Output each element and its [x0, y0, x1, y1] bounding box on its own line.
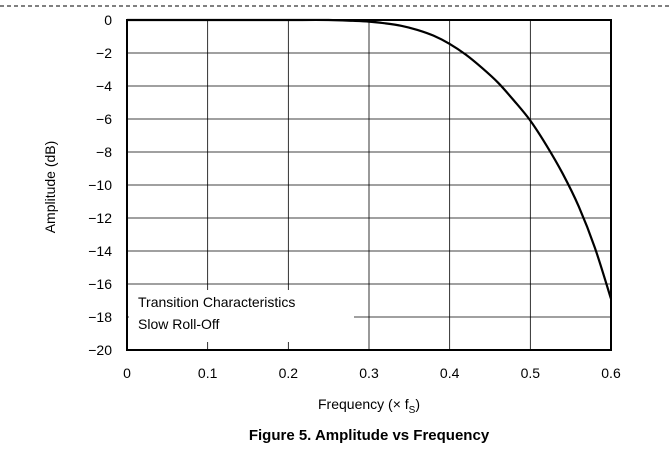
series-line-0 — [126, 18, 613, 300]
x-tick-label-6: 0.6 — [601, 365, 621, 381]
x-axis-label-main: Frequency (× f — [318, 396, 409, 412]
x-tick-label-0: 0 — [123, 365, 131, 381]
y-tick-labels: 0 −2 −4 −6 −8 −10 −12 −14 −16 −18 −20 — [88, 12, 112, 358]
y-tick-label-5: −10 — [88, 177, 112, 193]
x-axis-label-end: ) — [415, 396, 420, 412]
y-tick-label-4: −8 — [96, 144, 112, 160]
y-tick-label-0: 0 — [104, 12, 112, 28]
y-tick-label-8: −16 — [88, 276, 112, 292]
annotation-line-1: Transition Characteristics — [138, 294, 295, 310]
y-tick-label-10: −20 — [88, 342, 112, 358]
y-tick-label-9: −18 — [88, 309, 112, 325]
annotation-box: Transition Characteristics Slow Roll-Off — [129, 290, 354, 342]
x-tick-label-2: 0.2 — [279, 365, 299, 381]
x-tick-labels: 0 0.1 0.2 0.3 0.4 0.5 0.6 — [123, 365, 621, 381]
figure-caption: Figure 5. Amplitude vs Frequency — [249, 427, 490, 444]
x-tick-label-3: 0.3 — [359, 365, 379, 381]
x-tick-label-1: 0.1 — [198, 365, 218, 381]
y-tick-label-3: −6 — [96, 111, 112, 127]
annotation-background — [129, 290, 354, 342]
annotation-line-2: Slow Roll-Off — [138, 316, 220, 332]
y-tick-label-1: −2 — [96, 45, 112, 61]
x-axis-label: Frequency (× fS) — [318, 396, 420, 416]
grid — [127, 20, 611, 350]
x-tick-label-5: 0.5 — [521, 365, 541, 381]
plot-border — [126, 19, 612, 351]
y-tick-label-2: −4 — [96, 78, 112, 94]
x-tick-label-4: 0.4 — [440, 365, 460, 381]
y-tick-label-6: −12 — [88, 210, 112, 226]
y-axis-label: Amplitude (dB) — [42, 141, 58, 234]
x-axis-label-subscript: S — [409, 405, 416, 416]
plot-frame — [126, 19, 612, 351]
y-tick-label-7: −14 — [88, 243, 112, 259]
series-layer — [126, 18, 613, 300]
